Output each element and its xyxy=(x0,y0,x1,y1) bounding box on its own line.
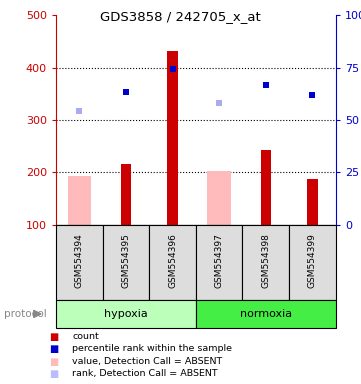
Bar xyxy=(196,300,336,328)
Text: normoxia: normoxia xyxy=(240,309,292,319)
Bar xyxy=(196,225,243,300)
Bar xyxy=(168,51,178,225)
Text: GSM554397: GSM554397 xyxy=(215,233,224,288)
Text: ■: ■ xyxy=(49,332,58,342)
Bar xyxy=(121,164,131,225)
Text: percentile rank within the sample: percentile rank within the sample xyxy=(72,344,232,353)
Text: GSM554394: GSM554394 xyxy=(75,233,84,288)
Bar xyxy=(261,150,271,225)
Text: hypoxia: hypoxia xyxy=(104,309,148,319)
Text: ■: ■ xyxy=(49,357,58,367)
Text: GDS3858 / 242705_x_at: GDS3858 / 242705_x_at xyxy=(100,10,261,23)
Bar xyxy=(56,300,196,328)
Text: GSM554399: GSM554399 xyxy=(308,233,317,288)
Bar xyxy=(289,225,336,300)
Text: GSM554398: GSM554398 xyxy=(261,233,270,288)
Bar xyxy=(307,179,318,225)
Text: protocol: protocol xyxy=(4,309,46,319)
Bar xyxy=(68,176,91,225)
Text: value, Detection Call = ABSENT: value, Detection Call = ABSENT xyxy=(72,357,222,366)
Text: GSM554395: GSM554395 xyxy=(121,233,130,288)
Bar xyxy=(208,171,231,225)
Bar xyxy=(149,225,196,300)
Bar xyxy=(243,225,289,300)
Text: rank, Detection Call = ABSENT: rank, Detection Call = ABSENT xyxy=(72,369,218,378)
Bar xyxy=(103,225,149,300)
Bar xyxy=(56,225,103,300)
Text: ■: ■ xyxy=(49,344,58,354)
Text: GSM554396: GSM554396 xyxy=(168,233,177,288)
Text: count: count xyxy=(72,332,99,341)
Text: ■: ■ xyxy=(49,369,58,379)
